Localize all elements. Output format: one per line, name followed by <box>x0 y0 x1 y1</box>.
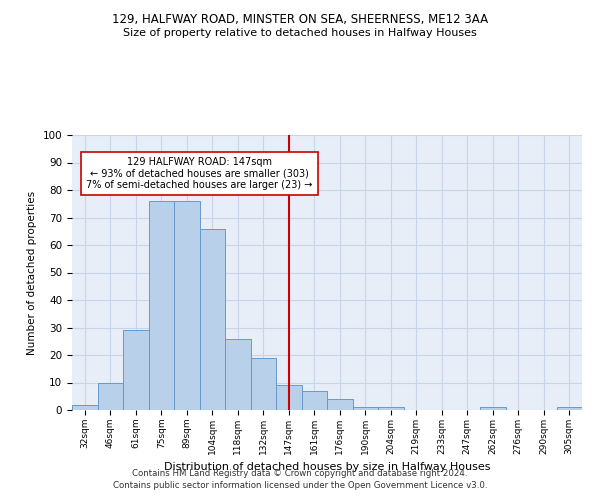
Bar <box>97 382 123 410</box>
Text: 129, HALFWAY ROAD, MINSTER ON SEA, SHEERNESS, ME12 3AA: 129, HALFWAY ROAD, MINSTER ON SEA, SHEER… <box>112 12 488 26</box>
Bar <box>251 358 276 410</box>
Bar <box>174 201 199 410</box>
Bar <box>276 385 302 410</box>
Bar <box>353 407 378 410</box>
Y-axis label: Number of detached properties: Number of detached properties <box>27 190 37 354</box>
Text: Contains public sector information licensed under the Open Government Licence v3: Contains public sector information licen… <box>113 481 487 490</box>
Bar <box>123 330 149 410</box>
Bar <box>199 228 225 410</box>
Bar <box>72 404 97 410</box>
Text: Contains HM Land Registry data © Crown copyright and database right 2024.: Contains HM Land Registry data © Crown c… <box>132 468 468 477</box>
Text: Size of property relative to detached houses in Halfway Houses: Size of property relative to detached ho… <box>123 28 477 38</box>
Bar <box>149 201 174 410</box>
Bar <box>302 391 327 410</box>
Bar <box>557 407 582 410</box>
Bar <box>327 399 353 410</box>
Bar <box>378 407 404 410</box>
Text: 129 HALFWAY ROAD: 147sqm
← 93% of detached houses are smaller (303)
7% of semi-d: 129 HALFWAY ROAD: 147sqm ← 93% of detach… <box>86 157 313 190</box>
Bar <box>480 407 505 410</box>
X-axis label: Distribution of detached houses by size in Halfway Houses: Distribution of detached houses by size … <box>164 462 490 472</box>
Bar <box>225 338 251 410</box>
